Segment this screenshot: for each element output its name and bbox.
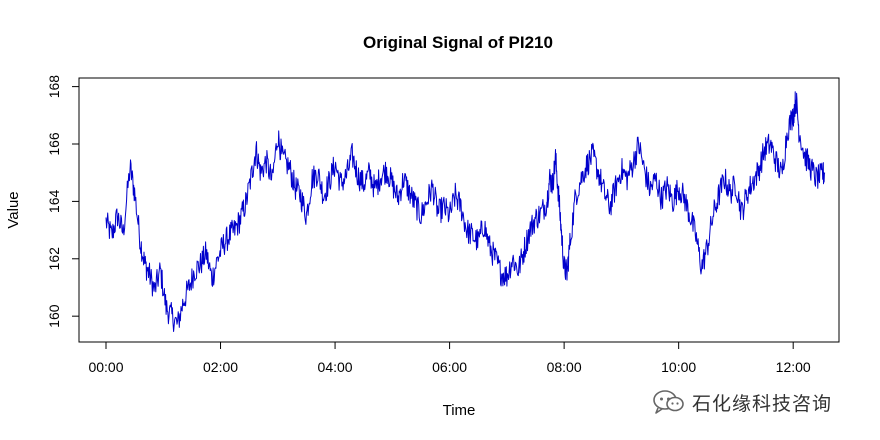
x-tick-label: 00:00 — [88, 359, 123, 375]
x-tick-label: 10:00 — [661, 359, 696, 375]
x-axis-label: Time — [443, 402, 476, 419]
y-tick-label: 160 — [46, 304, 62, 328]
y-axis: 160 162 164 166 168 — [46, 75, 80, 328]
x-tick-label: 12:00 — [776, 359, 811, 375]
x-tick-label: 06:00 — [432, 359, 467, 375]
x-tick-label: 08:00 — [547, 359, 582, 375]
y-axis-label: Value — [5, 191, 22, 228]
y-tick-label: 162 — [46, 247, 62, 271]
wechat-icon — [653, 390, 684, 414]
series-group — [105, 91, 826, 332]
x-tick-label: 04:00 — [318, 359, 353, 375]
y-tick-label: 168 — [46, 75, 62, 99]
series-line — [105, 91, 826, 332]
y-tick-label: 166 — [46, 132, 62, 156]
watermark-text: 石化缘科技咨询 — [692, 392, 833, 415]
x-tick-label: 02:00 — [203, 359, 238, 375]
watermark: 石化缘科技咨询 — [652, 387, 832, 417]
plot-frame — [78, 77, 840, 343]
chart-title: Original Signal of PI210 — [363, 33, 553, 52]
x-axis: 00:00 02:00 04:00 06:00 08:00 10:00 12:00 — [88, 341, 811, 375]
y-tick-label: 164 — [46, 189, 62, 213]
